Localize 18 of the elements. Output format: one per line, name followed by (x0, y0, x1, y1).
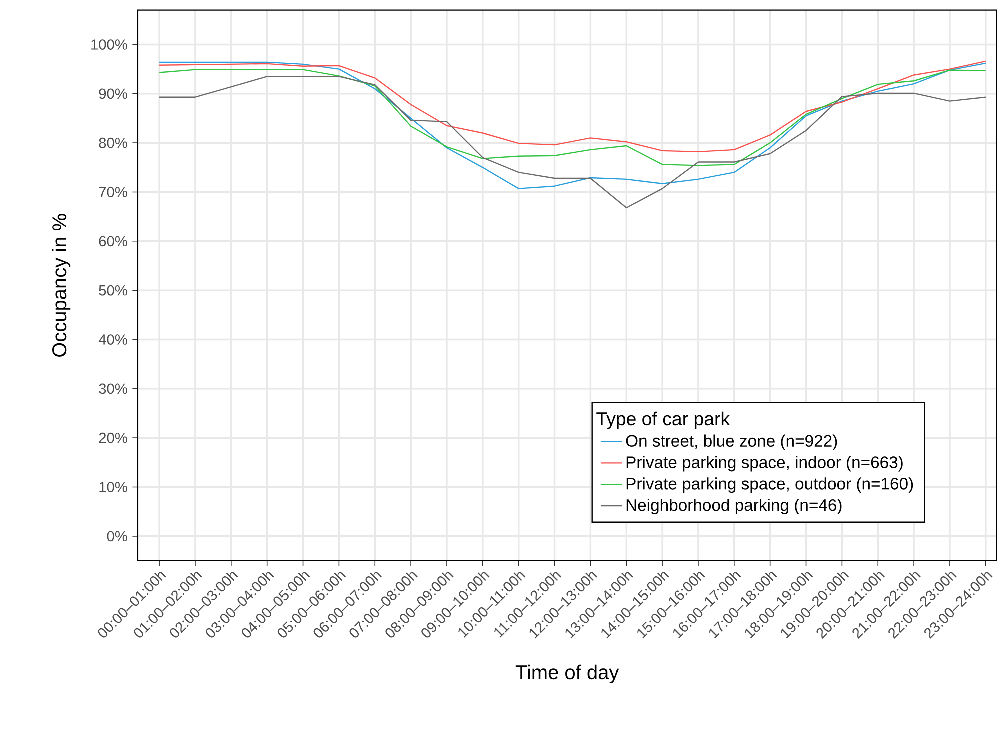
legend-label: On street, blue zone (n=922) (626, 434, 838, 450)
y-tick-label: 20% (99, 432, 128, 444)
y-tick-label: 40% (98, 334, 128, 345)
y-tick-label: 0% (107, 531, 128, 542)
x-axis-title: Time of day (516, 664, 620, 684)
y-tick-label: 60% (99, 236, 128, 247)
y-tick-label: 10% (100, 482, 128, 492)
y-tick-label: 30% (99, 384, 128, 394)
y-tick-label: 50% (99, 285, 128, 296)
y-tick-label: 90% (99, 88, 128, 100)
y-tick-label: 100% (92, 40, 128, 50)
legend-label: Private parking space, indoor (n=663) (626, 456, 903, 472)
y-tick-label: 80% (99, 138, 128, 148)
legend-label: Neighborhood parking (n=46) (626, 498, 842, 515)
y-axis-title: Occupancy in % (52, 214, 71, 357)
y-tick-label: 70% (99, 187, 128, 198)
legend-title: Type of car park (596, 412, 730, 430)
legend-label: Private parking space, outdoor (n=160) (626, 478, 914, 494)
